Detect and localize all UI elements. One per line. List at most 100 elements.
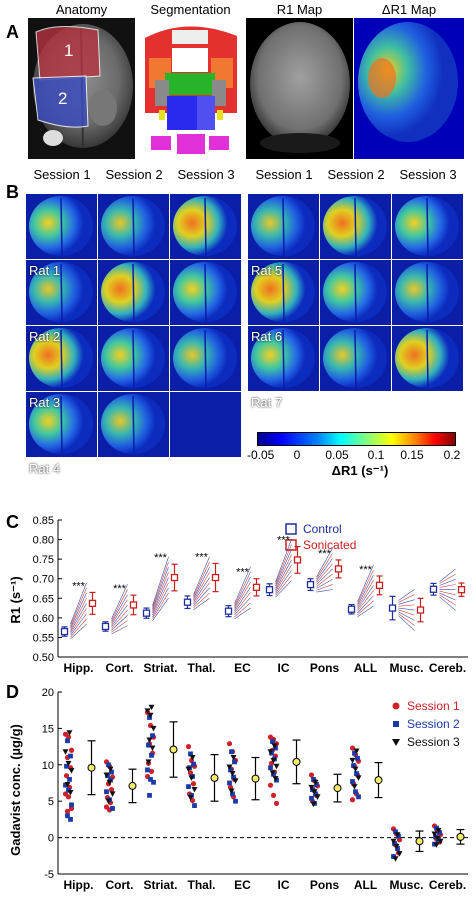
r1-paired-line — [357, 600, 374, 616]
gad-session-2-point — [148, 776, 153, 782]
gad-session-3-point — [106, 779, 113, 786]
r1-paired-line — [193, 577, 210, 603]
r1-paired-line — [398, 611, 415, 621]
legend-sonicated-label: Sonicated — [303, 538, 356, 552]
gad-session-1-point — [270, 792, 277, 798]
r1-y-tick-label: 0.60 — [33, 613, 54, 625]
gad-session-3-point — [352, 766, 359, 773]
r1-mean-marker — [429, 585, 438, 593]
gad-session-2-point — [350, 779, 355, 784]
gad-session-1-point — [185, 744, 192, 750]
r1-paired-line — [111, 594, 128, 623]
r1-mean-marker — [183, 598, 192, 606]
tile-right-r2-s3 — [392, 260, 463, 325]
gad-session-2-point — [147, 715, 152, 720]
gad-session-2-point — [191, 761, 196, 767]
gad-session-2-point — [65, 813, 70, 819]
r1-mean-marker — [101, 622, 110, 631]
gad-session-2-point — [271, 771, 276, 777]
r1-paired-line — [70, 598, 87, 630]
r1-significance-label: *** — [154, 552, 168, 564]
gad-session-3-point — [270, 757, 277, 764]
gad-session-2-point — [150, 733, 155, 739]
r1-paired-line — [70, 618, 87, 638]
r1-paired-line — [70, 608, 87, 634]
gad-session-2-point — [354, 771, 359, 776]
gad-session-3-point — [67, 789, 74, 796]
colorbar-tick-3: 0.1 — [367, 448, 385, 462]
r1-paired-line — [357, 585, 374, 610]
gad-session-3-point — [433, 842, 440, 848]
r1-paired-line — [70, 592, 87, 628]
r1-mean-marker — [375, 581, 384, 590]
colorbar-tick-4: 0.15 — [400, 448, 424, 462]
gad-session-3-point — [148, 704, 155, 711]
rat-3-label: Rat 3 — [29, 395, 61, 410]
r1-paired-line — [439, 594, 456, 606]
r1-y-tick-label: 0.75 — [33, 554, 54, 566]
gad-mean-marker — [251, 774, 260, 783]
r1-mean-marker — [293, 556, 302, 564]
gad-session-3-point — [146, 737, 153, 744]
gad-session-2-point — [352, 750, 357, 756]
gad-mean-marker — [292, 757, 301, 766]
gad-session-2-point — [351, 763, 356, 768]
r1-significance-label: *** — [277, 535, 291, 547]
tile-right-r1-s3 — [392, 194, 463, 259]
gad-session-3-point — [103, 772, 110, 778]
gad-x-tick-label: IC — [278, 878, 290, 892]
gad-session-2-point — [270, 739, 275, 744]
r1-map-title: R1 Map — [276, 2, 323, 17]
tile-left-r1-s2 — [98, 194, 169, 259]
rat-2-label: Rat 2 — [29, 329, 61, 344]
r1-paired-line — [316, 589, 333, 593]
r1-significance-label: *** — [113, 583, 127, 595]
gad-session-2-point — [109, 769, 114, 775]
legend-session-1-marker — [392, 702, 400, 710]
gad-session-1-point — [267, 782, 274, 788]
gad-session-3-point — [308, 784, 315, 791]
tile-left-r1-s3 — [170, 194, 241, 259]
gad-y-tick-label: -5 — [44, 869, 54, 881]
gad-session-3-point — [188, 775, 195, 781]
roi-label-2: 2 — [58, 89, 67, 108]
gad-mean-marker — [210, 773, 219, 782]
gad-session-2-point — [186, 784, 191, 790]
tile-left-r4-s2 — [98, 392, 169, 457]
gad-session-1-point — [308, 772, 315, 778]
r1-paired-line — [439, 579, 456, 586]
r1-paired-line — [70, 603, 87, 632]
r1-paired-line — [152, 572, 169, 612]
gadavist-y-label: Gadavist conc. (µg/g) — [8, 724, 23, 856]
gad-mean-marker — [87, 763, 96, 772]
r1-paired-line — [357, 590, 374, 612]
r1-x-tick-label: Cereb. — [429, 661, 466, 675]
r1-paired-line — [275, 544, 292, 585]
colorbar — [257, 432, 456, 446]
gad-session-2-point — [355, 755, 360, 761]
r1-paired-line — [439, 590, 456, 596]
gad-session-3-point — [394, 832, 401, 838]
gadavist-chart: Gadavist conc. (µg/g) Session 1 Session … — [8, 687, 468, 892]
gad-mean-marker — [128, 781, 137, 790]
r1-y-tick-label: 0.85 — [33, 515, 54, 527]
gad-session-3-point — [68, 768, 75, 774]
gad-session-1-point — [108, 786, 115, 793]
gad-session-2-point — [269, 750, 274, 756]
gad-session-3-point — [271, 743, 278, 749]
r1-significance-label: *** — [72, 580, 86, 592]
gad-y-tick-label: 20 — [42, 687, 54, 699]
gad-session-2-point — [67, 776, 72, 782]
r1-x-tick-label: Musc. — [389, 661, 423, 675]
r1-mean-marker — [388, 604, 397, 612]
delta-r1-map-title: ΔR1 Map — [381, 2, 437, 17]
r1-paired-line — [398, 599, 415, 605]
rat-1-label: Rat 1 — [29, 263, 61, 278]
gad-session-2-point — [63, 782, 68, 788]
r1-paired-line — [111, 625, 128, 635]
colorbar-label: ΔR1 (s⁻¹) — [331, 463, 389, 478]
colorbar-tick-0: -0.05 — [247, 448, 275, 462]
gad-session-3-point — [310, 801, 317, 808]
r1-paired-line — [316, 563, 333, 583]
tile-left-r2-s3 — [170, 260, 241, 325]
